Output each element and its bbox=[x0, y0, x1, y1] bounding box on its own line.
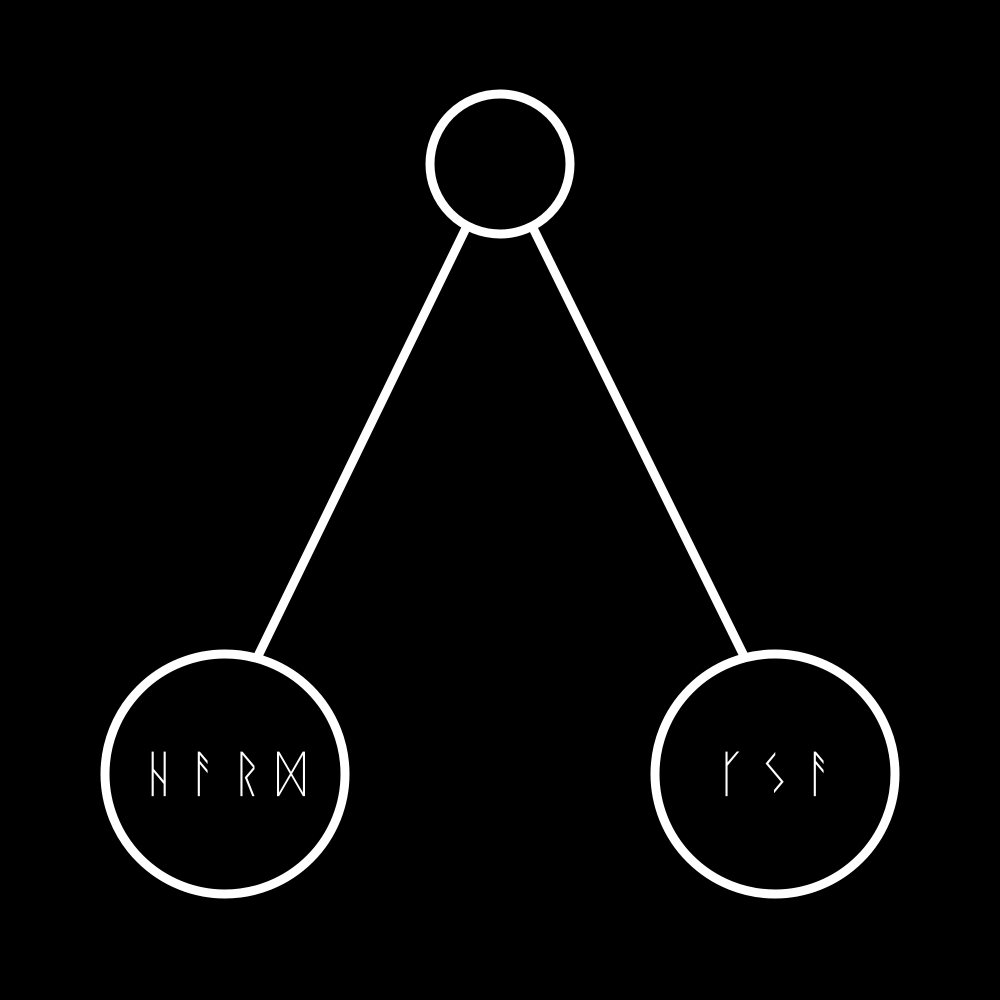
edge-root-right bbox=[528, 226, 749, 658]
right-node bbox=[650, 649, 900, 899]
edge-root-left bbox=[253, 226, 471, 658]
root-node bbox=[425, 89, 575, 239]
right-node-label: ᚴᛊᚨ bbox=[716, 745, 848, 803]
left-node bbox=[100, 649, 350, 899]
left-node-label: ᚺᚨᚱᛞ bbox=[144, 745, 320, 803]
